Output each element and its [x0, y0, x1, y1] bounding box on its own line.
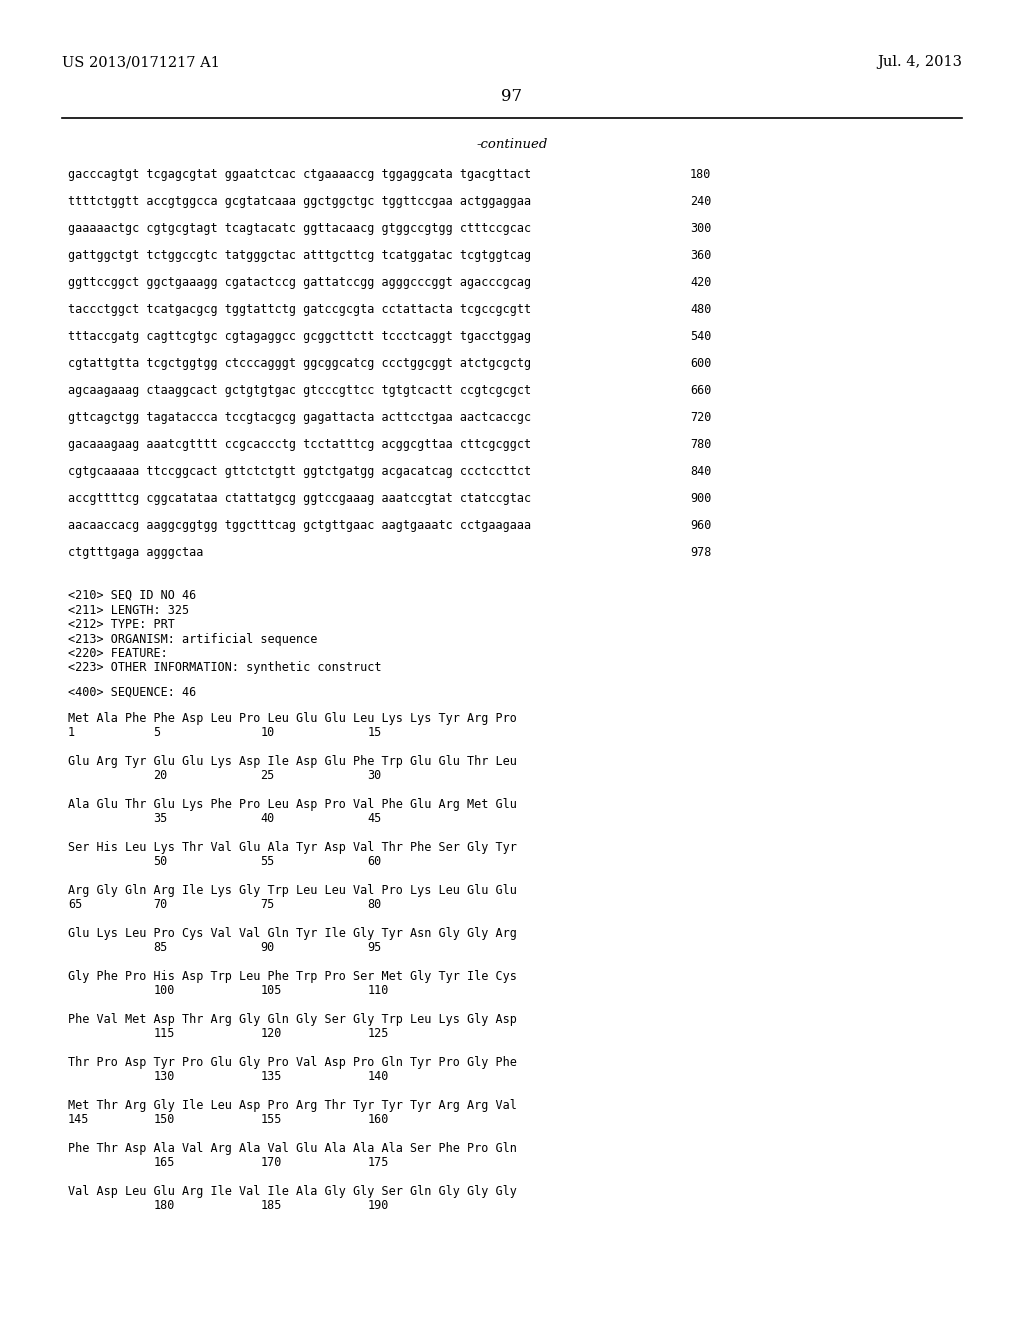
Text: 95: 95 [368, 941, 382, 954]
Text: accgttttcg cggcatataa ctattatgcg ggtccgaaag aaatccgtat ctatccgtac: accgttttcg cggcatataa ctattatgcg ggtccga… [68, 492, 531, 506]
Text: tttaccgatg cagttcgtgc cgtagaggcc gcggcttctt tccctcaggt tgacctggag: tttaccgatg cagttcgtgc cgtagaggcc gcggctt… [68, 330, 531, 343]
Text: <223> OTHER INFORMATION: synthetic construct: <223> OTHER INFORMATION: synthetic const… [68, 661, 382, 675]
Text: 35: 35 [154, 812, 168, 825]
Text: 170: 170 [260, 1156, 282, 1170]
Text: 900: 900 [690, 492, 712, 506]
Text: 20: 20 [154, 770, 168, 781]
Text: <400> SEQUENCE: 46: <400> SEQUENCE: 46 [68, 686, 197, 700]
Text: 90: 90 [260, 941, 274, 954]
Text: 720: 720 [690, 411, 712, 424]
Text: 190: 190 [368, 1199, 389, 1212]
Text: 140: 140 [368, 1071, 389, 1082]
Text: <213> ORGANISM: artificial sequence: <213> ORGANISM: artificial sequence [68, 632, 317, 645]
Text: 155: 155 [260, 1113, 282, 1126]
Text: Ala Glu Thr Glu Lys Phe Pro Leu Asp Pro Val Phe Glu Arg Met Glu: Ala Glu Thr Glu Lys Phe Pro Leu Asp Pro … [68, 799, 517, 810]
Text: 480: 480 [690, 304, 712, 315]
Text: Glu Arg Tyr Glu Glu Lys Asp Ile Asp Glu Phe Trp Glu Glu Thr Leu: Glu Arg Tyr Glu Glu Lys Asp Ile Asp Glu … [68, 755, 517, 768]
Text: 160: 160 [368, 1113, 389, 1126]
Text: 5: 5 [154, 726, 161, 739]
Text: Phe Val Met Asp Thr Arg Gly Gln Gly Ser Gly Trp Leu Lys Gly Asp: Phe Val Met Asp Thr Arg Gly Gln Gly Ser … [68, 1012, 517, 1026]
Text: 840: 840 [690, 465, 712, 478]
Text: 180: 180 [154, 1199, 175, 1212]
Text: 540: 540 [690, 330, 712, 343]
Text: 97: 97 [502, 88, 522, 106]
Text: 660: 660 [690, 384, 712, 397]
Text: 180: 180 [690, 168, 712, 181]
Text: 360: 360 [690, 249, 712, 261]
Text: Thr Pro Asp Tyr Pro Glu Gly Pro Val Asp Pro Gln Tyr Pro Gly Phe: Thr Pro Asp Tyr Pro Glu Gly Pro Val Asp … [68, 1056, 517, 1069]
Text: 420: 420 [690, 276, 712, 289]
Text: 125: 125 [368, 1027, 389, 1040]
Text: Met Thr Arg Gly Ile Leu Asp Pro Arg Thr Tyr Tyr Tyr Arg Arg Val: Met Thr Arg Gly Ile Leu Asp Pro Arg Thr … [68, 1100, 517, 1111]
Text: gattggctgt tctggccgtc tatgggctac atttgcttcg tcatggatac tcgtggtcag: gattggctgt tctggccgtc tatgggctac atttgct… [68, 249, 531, 261]
Text: 150: 150 [154, 1113, 175, 1126]
Text: gacaaagaag aaatcgtttt ccgcaccctg tcctatttcg acggcgttaa cttcgcggct: gacaaagaag aaatcgtttt ccgcaccctg tcctatt… [68, 438, 531, 451]
Text: ttttctggtt accgtggcca gcgtatcaaa ggctggctgc tggttccgaa actggaggaa: ttttctggtt accgtggcca gcgtatcaaa ggctggc… [68, 195, 531, 209]
Text: cgtgcaaaaa ttccggcact gttctctgtt ggtctgatgg acgacatcag ccctccttct: cgtgcaaaaa ttccggcact gttctctgtt ggtctga… [68, 465, 531, 478]
Text: 65: 65 [68, 898, 82, 911]
Text: Gly Phe Pro His Asp Trp Leu Phe Trp Pro Ser Met Gly Tyr Ile Cys: Gly Phe Pro His Asp Trp Leu Phe Trp Pro … [68, 970, 517, 983]
Text: US 2013/0171217 A1: US 2013/0171217 A1 [62, 55, 220, 69]
Text: <220> FEATURE:: <220> FEATURE: [68, 647, 168, 660]
Text: <211> LENGTH: 325: <211> LENGTH: 325 [68, 603, 189, 616]
Text: 240: 240 [690, 195, 712, 209]
Text: 85: 85 [154, 941, 168, 954]
Text: 30: 30 [368, 770, 382, 781]
Text: 120: 120 [260, 1027, 282, 1040]
Text: Phe Thr Asp Ala Val Arg Ala Val Glu Ala Ala Ala Ser Phe Pro Gln: Phe Thr Asp Ala Val Arg Ala Val Glu Ala … [68, 1142, 517, 1155]
Text: <210> SEQ ID NO 46: <210> SEQ ID NO 46 [68, 589, 197, 602]
Text: ctgtttgaga agggctaa: ctgtttgaga agggctaa [68, 546, 204, 558]
Text: 115: 115 [154, 1027, 175, 1040]
Text: Glu Lys Leu Pro Cys Val Val Gln Tyr Ile Gly Tyr Asn Gly Gly Arg: Glu Lys Leu Pro Cys Val Val Gln Tyr Ile … [68, 927, 517, 940]
Text: Arg Gly Gln Arg Ile Lys Gly Trp Leu Leu Val Pro Lys Leu Glu Glu: Arg Gly Gln Arg Ile Lys Gly Trp Leu Leu … [68, 884, 517, 898]
Text: 130: 130 [154, 1071, 175, 1082]
Text: cgtattgtta tcgctggtgg ctcccagggt ggcggcatcg ccctggcggt atctgcgctg: cgtattgtta tcgctggtgg ctcccagggt ggcggca… [68, 356, 531, 370]
Text: 780: 780 [690, 438, 712, 451]
Text: 15: 15 [368, 726, 382, 739]
Text: gacccagtgt tcgagcgtat ggaatctcac ctgaaaaccg tggaggcata tgacgttact: gacccagtgt tcgagcgtat ggaatctcac ctgaaaa… [68, 168, 531, 181]
Text: aacaaccacg aaggcggtgg tggctttcag gctgttgaac aagtgaaatc cctgaagaaa: aacaaccacg aaggcggtgg tggctttcag gctgttg… [68, 519, 531, 532]
Text: 70: 70 [154, 898, 168, 911]
Text: ggttccggct ggctgaaagg cgatactccg gattatccgg agggcccggt agacccgcag: ggttccggct ggctgaaagg cgatactccg gattatc… [68, 276, 531, 289]
Text: gaaaaactgc cgtgcgtagt tcagtacatc ggttacaacg gtggccgtgg ctttccgcac: gaaaaactgc cgtgcgtagt tcagtacatc ggttaca… [68, 222, 531, 235]
Text: 105: 105 [260, 983, 282, 997]
Text: 175: 175 [368, 1156, 389, 1170]
Text: Jul. 4, 2013: Jul. 4, 2013 [877, 55, 962, 69]
Text: Met Ala Phe Phe Asp Leu Pro Leu Glu Glu Leu Lys Lys Tyr Arg Pro: Met Ala Phe Phe Asp Leu Pro Leu Glu Glu … [68, 711, 517, 725]
Text: 185: 185 [260, 1199, 282, 1212]
Text: <212> TYPE: PRT: <212> TYPE: PRT [68, 618, 175, 631]
Text: 165: 165 [154, 1156, 175, 1170]
Text: 110: 110 [368, 983, 389, 997]
Text: 1: 1 [68, 726, 75, 739]
Text: gttcagctgg tagataccca tccgtacgcg gagattacta acttcctgaa aactcaccgc: gttcagctgg tagataccca tccgtacgcg gagatta… [68, 411, 531, 424]
Text: 55: 55 [260, 855, 274, 869]
Text: 25: 25 [260, 770, 274, 781]
Text: 600: 600 [690, 356, 712, 370]
Text: -continued: -continued [476, 139, 548, 150]
Text: 45: 45 [368, 812, 382, 825]
Text: 50: 50 [154, 855, 168, 869]
Text: 40: 40 [260, 812, 274, 825]
Text: 145: 145 [68, 1113, 89, 1126]
Text: 75: 75 [260, 898, 274, 911]
Text: 300: 300 [690, 222, 712, 235]
Text: 10: 10 [260, 726, 274, 739]
Text: agcaagaaag ctaaggcact gctgtgtgac gtcccgttcc tgtgtcactt ccgtcgcgct: agcaagaaag ctaaggcact gctgtgtgac gtcccgt… [68, 384, 531, 397]
Text: 978: 978 [690, 546, 712, 558]
Text: 80: 80 [368, 898, 382, 911]
Text: Val Asp Leu Glu Arg Ile Val Ile Ala Gly Gly Ser Gln Gly Gly Gly: Val Asp Leu Glu Arg Ile Val Ile Ala Gly … [68, 1185, 517, 1199]
Text: 135: 135 [260, 1071, 282, 1082]
Text: 960: 960 [690, 519, 712, 532]
Text: 60: 60 [368, 855, 382, 869]
Text: 100: 100 [154, 983, 175, 997]
Text: Ser His Leu Lys Thr Val Glu Ala Tyr Asp Val Thr Phe Ser Gly Tyr: Ser His Leu Lys Thr Val Glu Ala Tyr Asp … [68, 841, 517, 854]
Text: taccctggct tcatgacgcg tggtattctg gatccgcgta cctattacta tcgccgcgtt: taccctggct tcatgacgcg tggtattctg gatccgc… [68, 304, 531, 315]
